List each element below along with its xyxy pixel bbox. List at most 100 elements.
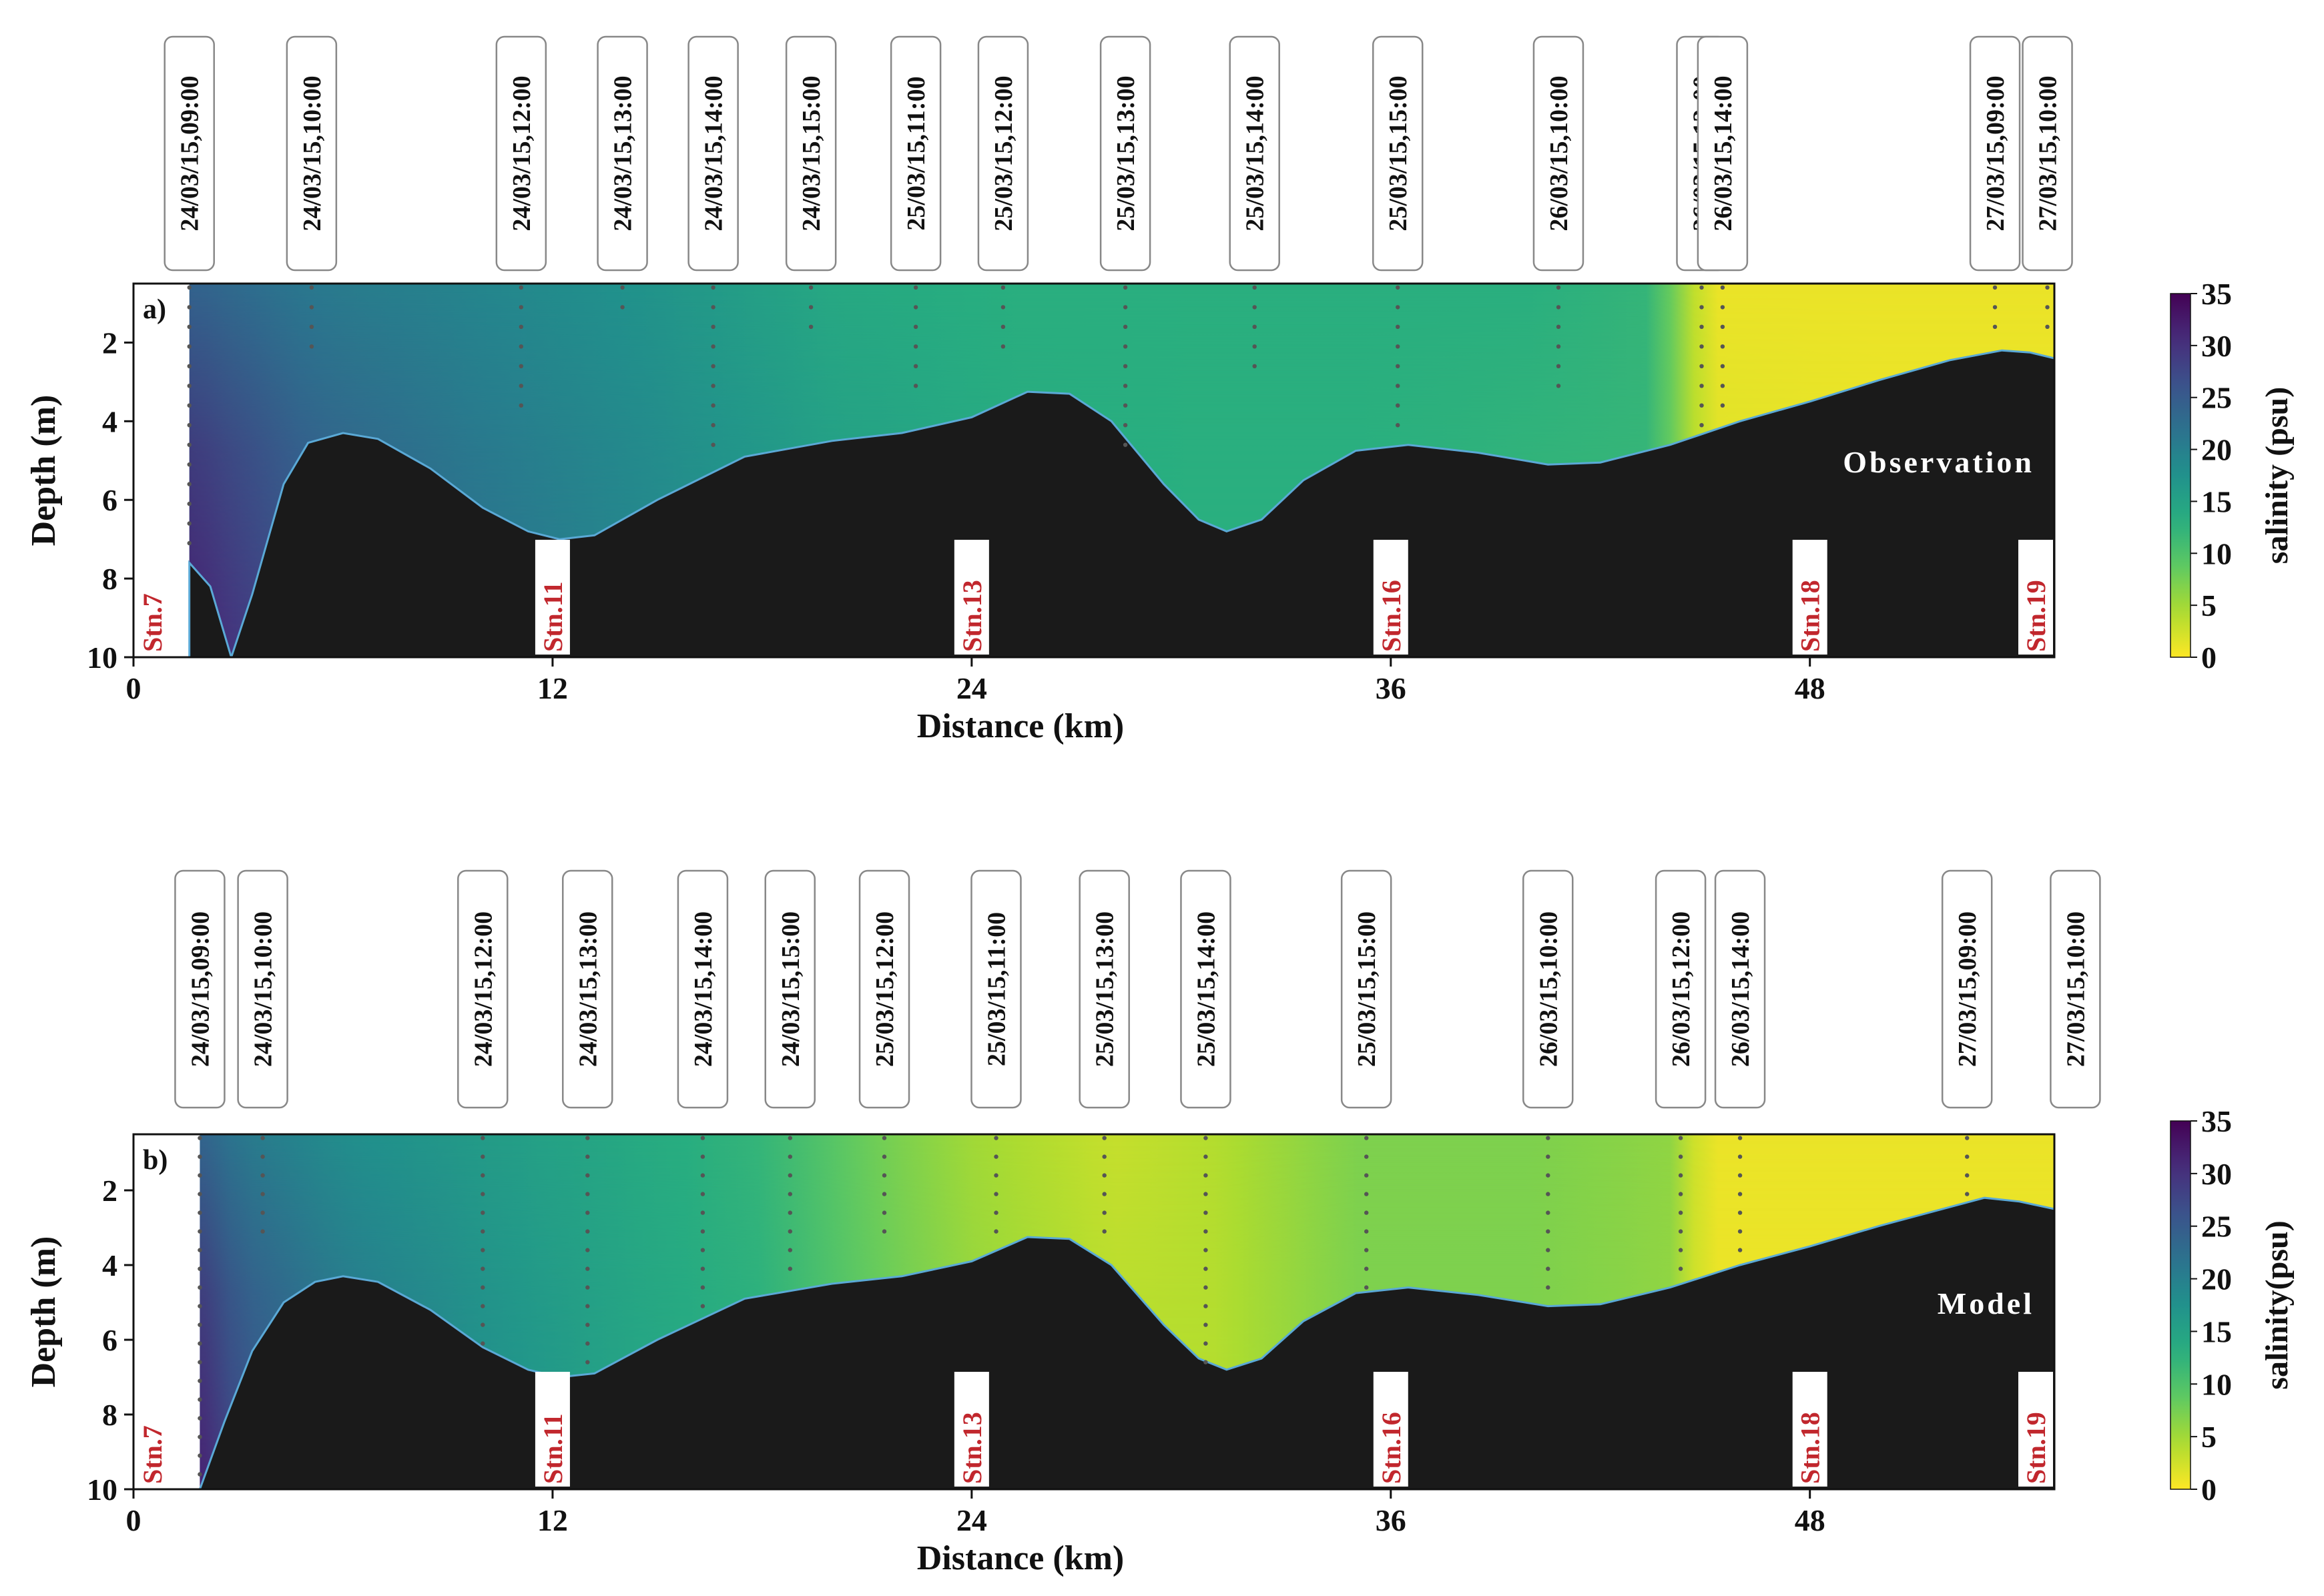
profile-4-sample-point [711, 403, 715, 408]
profile-7-sample-point [1000, 324, 1006, 329]
profile-8-sample-point [1123, 324, 1128, 329]
profile-4-sample-point [700, 1154, 705, 1159]
profile-1-sample-point [309, 305, 314, 310]
profile-11-sample-point [1546, 1285, 1550, 1290]
time-label: 26/03/15,14:00 [1709, 75, 1737, 231]
time-label: 25/03/15,13:00 [1091, 911, 1119, 1067]
profile-8-sample-point [1123, 305, 1128, 310]
profile-4-sample-point [711, 364, 715, 368]
time-label: 25/03/15,12:00 [871, 911, 899, 1067]
time-label: 24/03/15,12:00 [508, 75, 536, 231]
profile-9-sample-point [1203, 1136, 1208, 1140]
profile-8-sample-point [1123, 384, 1128, 388]
profile-5-sample-point [788, 1248, 793, 1252]
profile-13-sample-point [1737, 1136, 1743, 1140]
station-label-stn19: Stn.19 [2021, 1412, 2051, 1484]
profile-11-sample-point [1546, 1154, 1550, 1159]
time-label-box [1969, 35, 2021, 272]
profile-9-sample-point [1203, 1229, 1208, 1234]
colorbar-tick-label: 30 [2201, 329, 2232, 363]
profile-9-sample-point [1252, 364, 1257, 368]
profile-6-sample-point [882, 1192, 887, 1196]
profile-9-sample-point [1252, 344, 1257, 349]
station-label-stn19: Stn.19 [2021, 580, 2051, 652]
profile-0-sample-point [187, 521, 192, 526]
seabed-bathymetry [188, 349, 2054, 657]
profile-3-sample-point [585, 1304, 590, 1308]
time-label-box [1229, 35, 1280, 272]
profile-1-sample-point [309, 324, 314, 329]
profile-0-sample-point [187, 540, 192, 546]
profile-9-sample-point [1203, 1360, 1208, 1364]
profile-3-sample-point [585, 1285, 590, 1290]
profile-4-sample-point [700, 1192, 705, 1196]
station-label-bg [2018, 1372, 2053, 1487]
station-label-bg [535, 1372, 570, 1487]
profile-0-sample-point [198, 1435, 202, 1439]
profile-0-sample-point [187, 344, 192, 349]
station-label-bg [954, 1372, 989, 1487]
profile-13-sample-point [1720, 364, 1725, 368]
profile-9-sample-point [1203, 1322, 1208, 1327]
profile-12-sample-point [1678, 1248, 1683, 1252]
profile-3-sample-point [585, 1341, 590, 1346]
profile-0-sample-point [187, 364, 192, 368]
profile-11-sample-point [1546, 1248, 1550, 1252]
profile-12-sample-point [1678, 1210, 1683, 1215]
profile-2-sample-point [481, 1210, 485, 1215]
station-label-stn11: Stn.11 [538, 1413, 568, 1484]
colorbar-title: salinity (psu) [2259, 387, 2295, 564]
x-tick-label: 48 [1795, 1503, 1825, 1537]
profile-12-sample-point [1699, 285, 1704, 290]
profile-0-sample-point [187, 482, 192, 486]
y-axis-title: Depth (m) [25, 1236, 63, 1388]
profile-11-sample-point [1546, 1192, 1550, 1196]
time-label: 24/03/15,14:00 [700, 75, 728, 231]
x-tick-label: 0 [126, 671, 141, 705]
profile-2-sample-point [519, 344, 523, 349]
station-label-bg [535, 540, 570, 655]
profile-6-sample-point [913, 384, 918, 388]
time-label: 26/03/15,12:00 [1667, 911, 1695, 1067]
profile-10-sample-point [1364, 1285, 1369, 1290]
time-label-box [237, 869, 288, 1109]
profile-2-sample-point [481, 1229, 485, 1234]
station-label-bg [1373, 1372, 1408, 1487]
profile-0-sample-point [198, 1173, 202, 1178]
y-tick-label: 10 [87, 641, 117, 675]
time-label-box [164, 35, 215, 272]
profile-3-sample-point [585, 1248, 590, 1252]
profile-8-sample-point [1123, 442, 1128, 447]
station-label-bg [2018, 540, 2053, 655]
profile-11-sample-point [1546, 1210, 1550, 1215]
colorbar-tick-label: 25 [2201, 381, 2232, 415]
profile-1-sample-point [260, 1210, 265, 1215]
colorbar-tick-label: 15 [2201, 484, 2232, 518]
profile-6-sample-point [913, 364, 918, 368]
time-label-box [2050, 869, 2101, 1109]
profile-14-sample-point [1992, 305, 1998, 310]
time-label-box [677, 869, 729, 1109]
profile-5-sample-point [788, 1136, 793, 1140]
profile-10-sample-point [1364, 1173, 1369, 1178]
profile-4-sample-point [700, 1304, 705, 1308]
profile-0-sample-point [198, 1229, 202, 1234]
x-axis-title: Distance (km) [917, 707, 1125, 745]
profile-12-sample-point [1699, 423, 1704, 428]
time-label-box [457, 869, 509, 1109]
profile-15-sample-point [2045, 305, 2050, 310]
profile-2-sample-point [519, 305, 523, 310]
profile-14-sample-point [1992, 324, 1998, 329]
profile-4-sample-point [711, 324, 715, 329]
plot-area [198, 1134, 2054, 1489]
profile-0-sample-point [198, 1192, 202, 1196]
profile-8-sample-point [1123, 344, 1128, 349]
colorbar-tick-label: 5 [2201, 588, 2217, 623]
profile-5-sample-point [808, 324, 814, 329]
profile-0-sample-point [187, 384, 192, 388]
profile-4-sample-point [711, 305, 715, 310]
profile-1-sample-point [260, 1229, 265, 1234]
profile-1-sample-point [260, 1192, 265, 1196]
profile-2-sample-point [481, 1136, 485, 1140]
